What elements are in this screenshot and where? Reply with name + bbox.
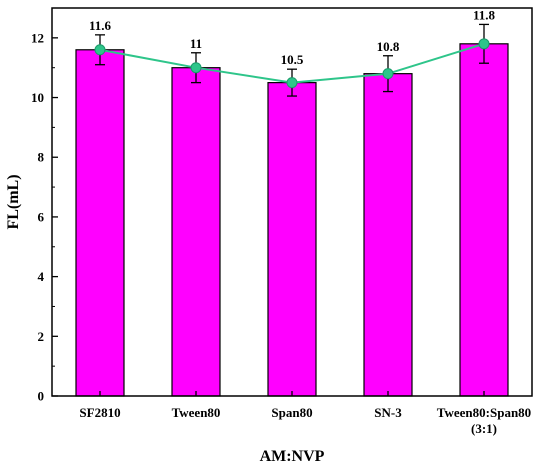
y-tick-label-1: 2: [38, 329, 45, 344]
x-axis: SF2810 Tween80 Span80 SN-3 Tween80:Span80 (3:…: [79, 391, 531, 436]
x-tick-label-line-1-0: Tween80: [172, 405, 221, 420]
x-tick-label-4: Tween80:Span80 (3:1): [437, 405, 531, 436]
data-label-1: 11: [190, 36, 202, 51]
marker-2: [286, 77, 298, 89]
x-tick-label-line-4-0: Tween80:Span80: [437, 405, 531, 420]
data-label-0: 11.6: [89, 18, 112, 33]
bar-4: [459, 43, 509, 397]
y-tick-label-0: 0: [38, 389, 45, 404]
x-tick-label-0: SF2810: [79, 405, 120, 420]
error-bars: [95, 23, 489, 97]
x-tick-label-line-0-0: SF2810: [79, 405, 120, 420]
y-tick-label-2: 4: [38, 269, 45, 284]
y-tick-label-3: 6: [38, 209, 45, 224]
x-tick-label-line-2-0: Span80: [271, 405, 312, 420]
marker-0: [94, 44, 106, 56]
bar-2: [267, 82, 317, 397]
y-tick-label-6: 12: [31, 30, 44, 45]
x-tick-label-line-4-1: (3:1): [471, 421, 497, 436]
bar-0: [75, 49, 125, 397]
data-label-3: 10.8: [377, 39, 400, 54]
data-labels: 11.6 11 10.5 10.8 11.8: [89, 7, 496, 67]
marker-3: [382, 68, 394, 80]
data-label-2: 10.5: [281, 52, 304, 67]
y-axis: 0 2 4 6 8 10 12: [31, 30, 58, 404]
markers: [94, 38, 490, 89]
y-tick-label-4: 8: [38, 150, 45, 165]
x-tick-label-line-3-0: SN-3: [374, 405, 402, 420]
bar-3: [363, 73, 413, 397]
marker-1: [190, 62, 202, 74]
x-axis-title: AM:NVP: [260, 448, 325, 465]
data-label-4: 11.8: [473, 7, 496, 22]
x-tick-label-3: SN-3: [374, 405, 402, 420]
x-tick-label-2: Span80: [271, 405, 312, 420]
y-axis-title: FL(mL): [5, 174, 22, 229]
bar-1: [171, 67, 221, 397]
marker-4: [478, 38, 490, 50]
x-tick-label-1: Tween80: [172, 405, 221, 420]
y-tick-label-5: 10: [31, 90, 44, 105]
